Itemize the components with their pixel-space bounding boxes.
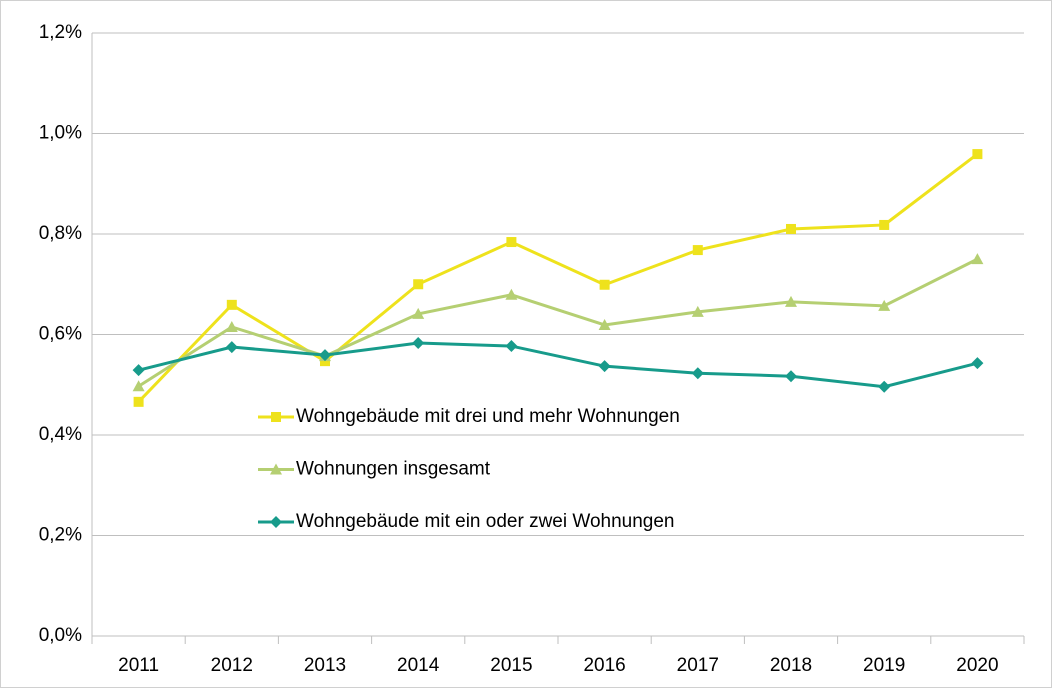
x-tick-label: 2012 <box>211 655 253 676</box>
data-point <box>785 370 797 383</box>
data-point <box>878 299 891 311</box>
y-tick-label: 0,8% <box>39 223 82 244</box>
data-point <box>320 356 330 367</box>
data-point <box>226 299 237 310</box>
legend-marker <box>270 463 282 475</box>
y-tick-label: 0,2% <box>39 525 82 546</box>
data-point <box>598 318 611 330</box>
data-point <box>225 320 238 332</box>
data-point <box>879 219 890 230</box>
data-point <box>692 245 703 256</box>
data-point <box>132 364 145 377</box>
data-point <box>133 396 144 407</box>
data-point <box>412 307 425 319</box>
data-point <box>786 223 796 234</box>
data-point <box>506 237 517 248</box>
x-tick-label: 2015 <box>490 655 532 676</box>
data-point <box>971 253 984 265</box>
data-point <box>132 380 145 392</box>
data-point <box>225 341 238 354</box>
data-point <box>412 337 425 350</box>
data-point <box>972 149 983 160</box>
data-point <box>691 305 704 317</box>
x-tick-label: 2013 <box>304 655 346 676</box>
legend-marker <box>271 412 281 422</box>
y-tick-label: 1,2% <box>39 22 82 43</box>
data-point <box>691 367 704 380</box>
data-point <box>878 380 891 393</box>
data-point <box>598 360 611 373</box>
x-tick-label: 2018 <box>770 655 812 676</box>
data-point <box>413 279 424 290</box>
series-line <box>137 152 979 403</box>
data-point <box>785 295 797 307</box>
x-tick-label: 2014 <box>397 655 440 676</box>
legend-label: Wohngebäude mit ein oder zwei Wohnungen <box>296 511 675 532</box>
x-tick-label: 2011 <box>118 655 159 676</box>
legend-label: Wohnungen insgesamt <box>296 459 491 480</box>
data-point <box>971 357 984 370</box>
legend-marker <box>270 516 282 528</box>
legend-label: Wohngebäude mit drei und mehr Wohnungen <box>296 406 680 427</box>
x-tick-label: 2017 <box>677 655 719 676</box>
data-point <box>319 349 331 362</box>
series-line <box>137 257 979 388</box>
data-point <box>505 340 518 353</box>
data-point <box>505 288 518 300</box>
x-tick-label: 2019 <box>863 655 905 676</box>
data-point <box>599 279 610 290</box>
x-tick-label: 2016 <box>583 655 625 676</box>
y-tick-label: 0,6% <box>39 324 82 345</box>
y-tick-label: 0,0% <box>39 625 82 646</box>
series-line <box>138 341 978 389</box>
y-tick-label: 0,4% <box>39 424 82 445</box>
x-tick-label: 2020 <box>956 655 998 676</box>
y-tick-label: 1,0% <box>39 123 82 144</box>
